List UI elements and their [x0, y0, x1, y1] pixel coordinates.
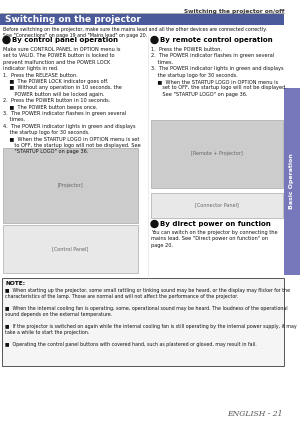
FancyBboxPatch shape: [3, 225, 138, 273]
Text: Switching on the projector: Switching on the projector: [5, 15, 141, 24]
FancyBboxPatch shape: [0, 14, 284, 25]
Text: You can switch on the projector by connecting the
mains lead. See "Direct power : You can switch on the projector by conne…: [151, 230, 278, 248]
Text: ENGLISH - 21: ENGLISH - 21: [227, 410, 283, 418]
Text: Make sure CONTROL PANEL in OPTION menu is
set to VALID. The POWER button is lock: Make sure CONTROL PANEL in OPTION menu i…: [3, 47, 141, 154]
Text: [Projector]: [Projector]: [57, 182, 83, 187]
Text: NOTE:: NOTE:: [5, 281, 25, 286]
FancyBboxPatch shape: [2, 278, 284, 366]
Text: [Control Panel]: [Control Panel]: [52, 246, 88, 252]
FancyBboxPatch shape: [151, 193, 283, 218]
Text: By control panel operation: By control panel operation: [12, 37, 118, 43]
Text: ■  Operating the control panel buttons with covered hand, such as plastered or g: ■ Operating the control panel buttons wi…: [5, 342, 257, 347]
Circle shape: [3, 37, 10, 43]
Bar: [284, 88, 300, 275]
Text: 1.  Press the POWER button.
2.  The POWER indicator flashes in green several
   : 1. Press the POWER button. 2. The POWER …: [151, 47, 287, 97]
Text: By remote control operation: By remote control operation: [160, 37, 273, 43]
FancyBboxPatch shape: [3, 148, 138, 223]
Text: Switching the projector on/off: Switching the projector on/off: [184, 9, 284, 14]
Text: By direct power on function: By direct power on function: [160, 221, 271, 227]
Text: [Connector Panel]: [Connector Panel]: [195, 202, 239, 207]
Circle shape: [151, 37, 158, 43]
Text: ■  When starting up the projector, some small rattling or tinking sound may be h: ■ When starting up the projector, some s…: [5, 288, 290, 299]
Text: ■  When the internal cooling fan is operating, some, operational sound may be he: ■ When the internal cooling fan is opera…: [5, 306, 288, 317]
Circle shape: [151, 221, 158, 227]
Text: Basic Operation: Basic Operation: [290, 153, 295, 210]
FancyBboxPatch shape: [151, 120, 283, 188]
Text: [Remote + Projector]: [Remote + Projector]: [191, 151, 243, 156]
Text: ■  If the projector is switched on again while the internal cooling fan is still: ■ If the projector is switched on again …: [5, 324, 297, 335]
Text: Before switching on the projector, make sure the mains lead and all the other de: Before switching on the projector, make …: [3, 27, 267, 38]
